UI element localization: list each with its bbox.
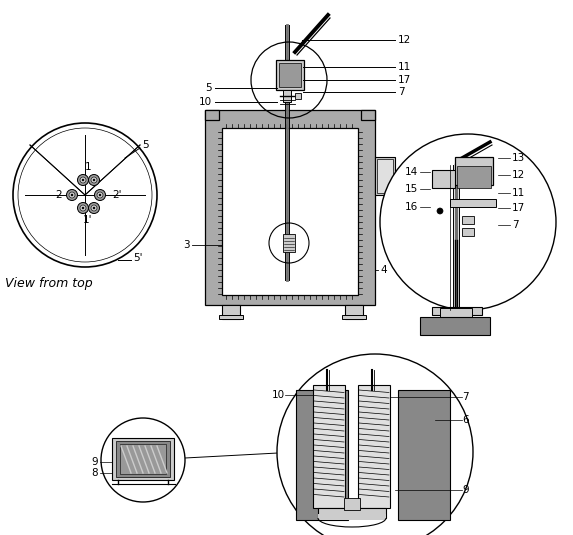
Circle shape	[95, 189, 105, 201]
Circle shape	[88, 174, 100, 186]
Bar	[358, 385, 390, 508]
Text: 7: 7	[462, 392, 469, 402]
Text: 8: 8	[91, 468, 98, 478]
Circle shape	[77, 203, 88, 213]
Circle shape	[13, 123, 157, 267]
Text: 2: 2	[56, 190, 62, 200]
Circle shape	[80, 177, 86, 183]
Circle shape	[97, 192, 103, 198]
Bar	[462, 216, 474, 224]
Circle shape	[277, 354, 473, 535]
Text: 15: 15	[405, 184, 418, 194]
Bar	[112, 438, 174, 480]
Text: 9: 9	[462, 485, 469, 495]
Circle shape	[71, 194, 73, 196]
Circle shape	[82, 207, 84, 209]
Text: 9: 9	[91, 457, 98, 467]
Circle shape	[437, 208, 443, 214]
Bar	[222, 305, 240, 319]
Bar	[450, 199, 496, 207]
Text: 5: 5	[205, 83, 212, 93]
Bar	[318, 508, 386, 518]
Circle shape	[99, 194, 101, 196]
Circle shape	[93, 207, 95, 209]
Bar	[455, 157, 493, 185]
Bar	[116, 441, 170, 477]
Bar	[361, 110, 375, 120]
Bar	[432, 307, 482, 315]
Bar	[344, 498, 360, 510]
Bar	[457, 166, 491, 188]
Text: 11: 11	[398, 62, 411, 72]
Bar	[219, 315, 243, 319]
Text: 16: 16	[405, 202, 418, 212]
Circle shape	[88, 203, 100, 213]
Text: 4: 4	[380, 265, 387, 275]
Text: 11: 11	[512, 188, 525, 198]
Text: 5': 5'	[133, 253, 143, 263]
Circle shape	[77, 174, 88, 186]
Bar	[222, 128, 358, 295]
Text: 1': 1'	[83, 215, 93, 225]
Circle shape	[80, 205, 86, 211]
Bar	[377, 159, 393, 193]
Text: 6: 6	[462, 415, 469, 425]
Text: 13: 13	[512, 153, 525, 163]
Text: 17: 17	[398, 75, 411, 85]
Bar	[283, 90, 291, 102]
Text: 17: 17	[512, 203, 525, 213]
Bar	[205, 110, 375, 305]
Bar	[462, 228, 474, 236]
Circle shape	[82, 179, 84, 181]
Circle shape	[66, 189, 77, 201]
Text: 10: 10	[199, 97, 212, 107]
Text: View from top: View from top	[5, 277, 93, 289]
Bar	[205, 110, 219, 120]
Bar	[318, 514, 386, 520]
Bar	[313, 385, 345, 508]
Circle shape	[91, 205, 97, 211]
Circle shape	[91, 177, 97, 183]
Text: 3: 3	[183, 240, 190, 250]
Bar	[276, 60, 304, 90]
Bar	[296, 390, 348, 520]
Bar	[295, 93, 301, 99]
Text: 7: 7	[512, 220, 519, 230]
Text: 10: 10	[272, 390, 285, 400]
Text: 14: 14	[405, 167, 418, 177]
Text: 7: 7	[398, 87, 405, 97]
Bar	[342, 315, 366, 319]
Circle shape	[101, 418, 185, 502]
Text: 2': 2'	[112, 190, 121, 200]
Bar	[345, 305, 363, 319]
Bar	[283, 234, 295, 252]
Circle shape	[69, 192, 75, 198]
Bar	[279, 63, 301, 87]
Bar	[432, 170, 455, 188]
Bar	[420, 317, 490, 335]
Text: 12: 12	[398, 35, 411, 45]
Bar	[398, 390, 450, 520]
Circle shape	[380, 134, 556, 310]
Bar	[120, 444, 166, 474]
Circle shape	[93, 179, 95, 181]
Bar	[440, 308, 472, 320]
Text: 5: 5	[142, 140, 148, 150]
Text: 1: 1	[85, 162, 91, 172]
Bar	[375, 157, 395, 195]
Text: 12: 12	[512, 170, 525, 180]
